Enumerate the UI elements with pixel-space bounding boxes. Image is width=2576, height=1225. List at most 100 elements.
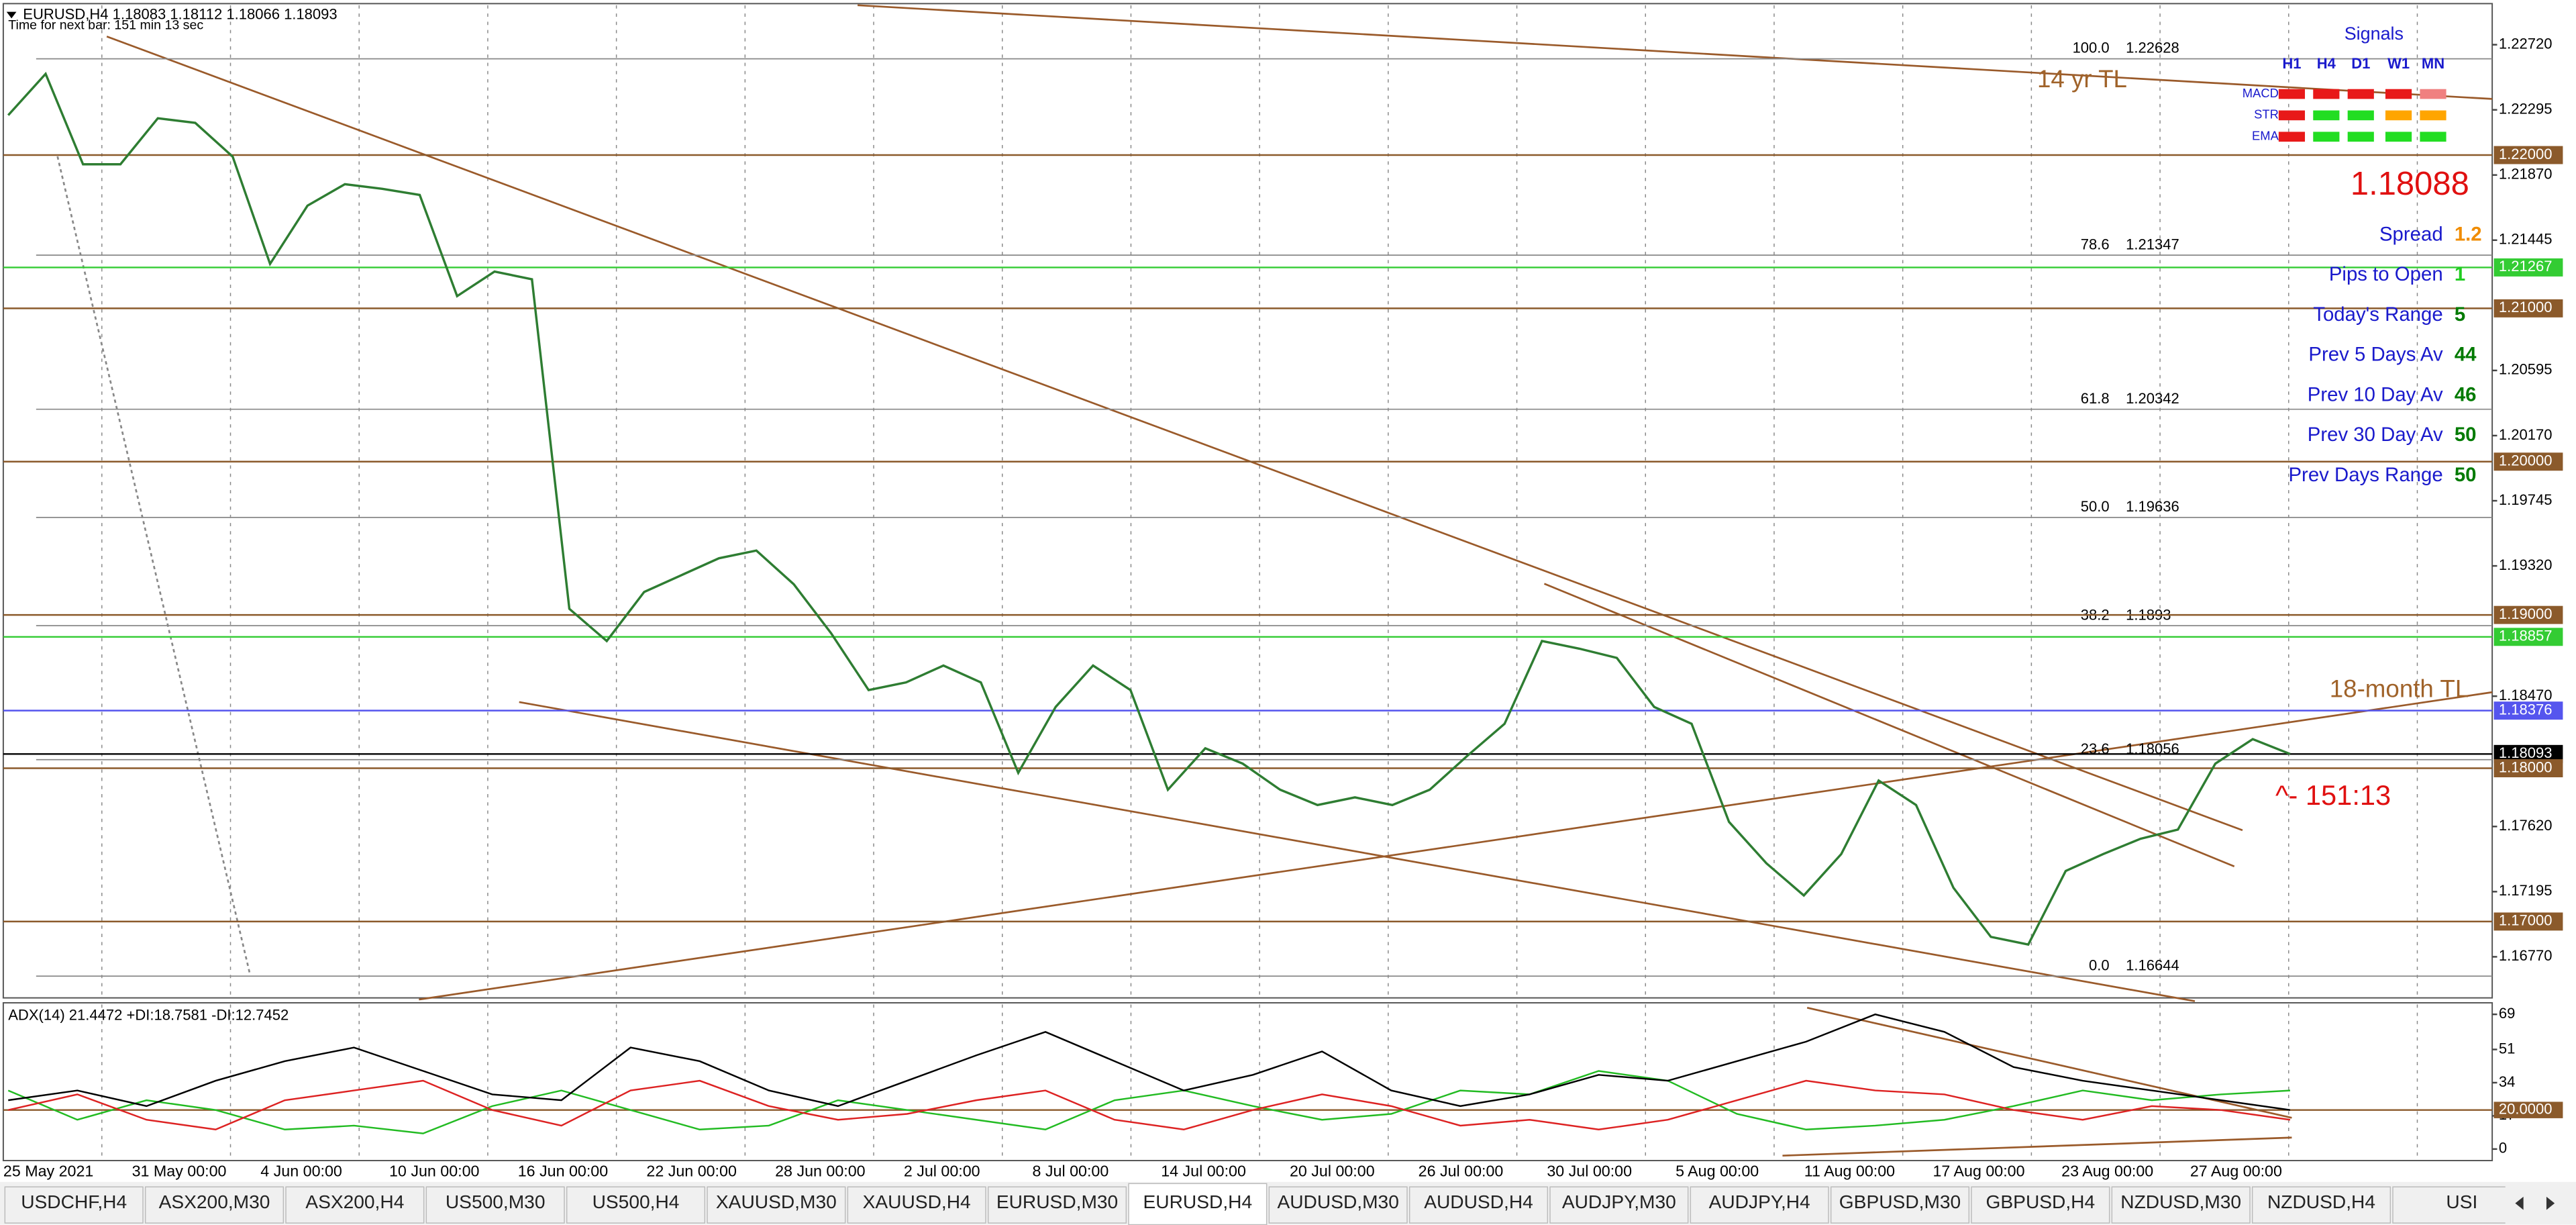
tab-bg bbox=[847, 1186, 986, 1224]
signal-cell bbox=[2313, 110, 2340, 121]
signal-row-label: MACD bbox=[2243, 86, 2279, 100]
fib-price: 1.21347 bbox=[2126, 236, 2179, 252]
scroll-left[interactable] bbox=[2515, 1196, 2524, 1210]
x-tick-label: 4 Jun 00:00 bbox=[260, 1162, 342, 1179]
scroll-right[interactable] bbox=[2546, 1196, 2555, 1210]
x-tick-label: 22 Jun 00:00 bbox=[646, 1162, 737, 1179]
adx-line bbox=[8, 1013, 2291, 1111]
x-tick-label: 28 Jun 00:00 bbox=[775, 1162, 866, 1179]
tab-label: ASX200,H4 bbox=[305, 1191, 404, 1212]
tab-bg bbox=[144, 1186, 285, 1224]
symbol-line: EURUSD,H4 1.18083 1.18112 1.18066 1.1809… bbox=[23, 5, 337, 22]
signal-row-label: STR bbox=[2254, 107, 2279, 121]
tab[interactable]: NZDUSD,H4 bbox=[2251, 1186, 2391, 1224]
annotation: 18-month TL bbox=[2330, 675, 2469, 702]
info-value: 50 bbox=[2455, 464, 2477, 486]
y-tick-label: 1.19320 bbox=[2499, 556, 2553, 573]
info-value: 46 bbox=[2455, 383, 2477, 405]
x-tick-label: 14 Jul 00:00 bbox=[1161, 1162, 1246, 1179]
x-tick-label: 5 Aug 00:00 bbox=[1676, 1162, 1759, 1179]
tab-bg bbox=[1971, 1186, 2110, 1224]
tab[interactable]: GBPUSD,H4 bbox=[1971, 1186, 2110, 1224]
level-box bbox=[2493, 628, 2563, 646]
tab[interactable]: AUDJPY,H4 bbox=[1690, 1186, 1829, 1224]
tab[interactable]: ASX200,H4 bbox=[285, 1186, 425, 1224]
signal-column: D1 bbox=[2351, 55, 2370, 72]
x-tick-label: 26 Jul 00:00 bbox=[1419, 1162, 1504, 1179]
tab-label: NZDUSD,M30 bbox=[2120, 1191, 2241, 1212]
tab[interactable]: US500,H4 bbox=[566, 1186, 706, 1224]
minus-di bbox=[7, 1079, 2291, 1131]
tab-bg bbox=[566, 1186, 706, 1224]
signal-cell bbox=[2420, 89, 2446, 99]
bar-timer: Time for next bar: 151 min 13 sec bbox=[8, 18, 203, 33]
fib-level: 0.0 bbox=[2089, 957, 2110, 973]
level-label: 1.20000 bbox=[2499, 452, 2553, 469]
trendline bbox=[1782, 1136, 2292, 1157]
fib-level: 61.8 bbox=[2081, 390, 2110, 407]
tab-label: XAUUSD,H4 bbox=[863, 1191, 971, 1212]
signal-cell bbox=[2313, 132, 2340, 142]
level-box bbox=[2493, 1101, 2563, 1118]
menu-arrow[interactable] bbox=[6, 11, 17, 19]
tab[interactable]: AUDUSD,M30 bbox=[1268, 1186, 1408, 1224]
adx-title: ADX(14) 21.4472 +DI:18.7581 -DI:12.7452 bbox=[8, 1006, 289, 1023]
fib-price: 1.20342 bbox=[2126, 390, 2179, 407]
y-tick-label: 1.21445 bbox=[2499, 231, 2553, 248]
level-label: 1.18857 bbox=[2499, 628, 2553, 644]
y-tick-label: 1.16770 bbox=[2499, 947, 2553, 964]
signal-column: H4 bbox=[2317, 55, 2336, 72]
info-label: Today's Range bbox=[2313, 303, 2442, 326]
level-label: 1.21267 bbox=[2499, 258, 2553, 275]
tab[interactable]: XAUUSD,M30 bbox=[707, 1186, 846, 1224]
x-tick-label: 23 Aug 00:00 bbox=[2061, 1162, 2153, 1179]
fib-price: 1.22628 bbox=[2126, 40, 2179, 56]
tab[interactable]: GBPUSD,M30 bbox=[1830, 1186, 1970, 1224]
fib-level: 78.6 bbox=[2081, 236, 2110, 252]
info-value: 50 bbox=[2455, 424, 2477, 446]
y-tick-label: 1.17620 bbox=[2499, 817, 2553, 834]
signals-title: Signals bbox=[2345, 23, 2404, 44]
y-tick-label: 1.21870 bbox=[2499, 166, 2553, 183]
tab-bg bbox=[1128, 1183, 1268, 1225]
info-label: Pips to Open bbox=[2329, 263, 2443, 285]
tab-bg bbox=[1408, 1186, 1549, 1224]
tab[interactable]: NZDUSD,M30 bbox=[2111, 1186, 2251, 1224]
signal-row-label: EMA bbox=[2252, 129, 2279, 143]
signal-cell bbox=[2385, 110, 2412, 121]
y-tick-label: 1.22720 bbox=[2499, 35, 2553, 52]
y-tick-label: 1.20170 bbox=[2499, 426, 2553, 443]
x-tick-label: 8 Jul 00:00 bbox=[1033, 1162, 1109, 1179]
tab[interactable]: US500,M30 bbox=[425, 1186, 565, 1224]
tab-label: EURUSD,M30 bbox=[996, 1191, 1118, 1212]
tab[interactable]: AUDJPY,M30 bbox=[1549, 1186, 1689, 1224]
annotation: ^- 151:13 bbox=[2275, 779, 2391, 811]
fib-price: 1.16644 bbox=[2126, 957, 2179, 973]
price-line bbox=[7, 71, 2291, 946]
trendline bbox=[106, 36, 2243, 832]
tab-label: AUDUSD,M30 bbox=[1277, 1191, 1398, 1212]
tab-label: AUDJPY,M30 bbox=[1562, 1191, 1676, 1212]
tab-bg bbox=[1549, 1186, 1689, 1224]
tab[interactable]: EURUSD,M30 bbox=[987, 1186, 1127, 1224]
tab[interactable]: USDCHF,H4 bbox=[4, 1186, 144, 1224]
trendline bbox=[857, 4, 2493, 100]
tab[interactable]: ASX200,M30 bbox=[144, 1186, 285, 1224]
trendline bbox=[1543, 583, 2235, 868]
trendline bbox=[419, 691, 2493, 1001]
adx-panel bbox=[2, 1002, 2493, 1162]
fib-level: 50.0 bbox=[2081, 498, 2110, 515]
tab-label: GBPUSD,H4 bbox=[1986, 1191, 2096, 1212]
y-tick-label: 0 bbox=[2499, 1140, 2507, 1157]
y-tick-label: 1.20595 bbox=[2499, 361, 2553, 378]
trendline bbox=[519, 701, 2196, 1002]
y-tick-label: 34 bbox=[2499, 1073, 2515, 1090]
tab[interactable]: EURUSD,H4 bbox=[1128, 1183, 1268, 1225]
info-label: Spread bbox=[2379, 223, 2443, 245]
tab[interactable]: XAUUSD,H4 bbox=[847, 1186, 986, 1224]
tab-bg bbox=[285, 1186, 425, 1224]
signal-column: W1 bbox=[2387, 55, 2410, 72]
tab[interactable]: AUDUSD,H4 bbox=[1408, 1186, 1549, 1224]
signal-cell bbox=[2278, 132, 2306, 142]
